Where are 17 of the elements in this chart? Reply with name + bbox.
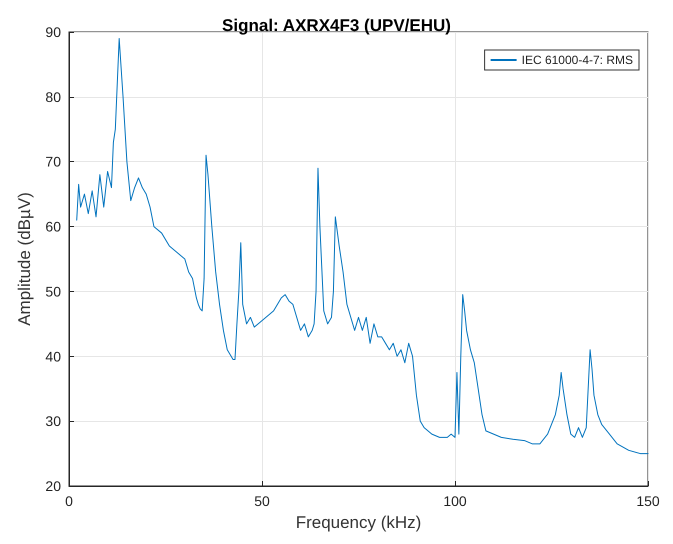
y-tick-label: 30 <box>45 413 62 430</box>
y-tick-label: 40 <box>45 348 62 364</box>
y-tick-label: 20 <box>45 478 62 494</box>
x-tick-label: 0 <box>65 493 74 509</box>
legend-label: IEC 61000-4-7: RMS <box>522 53 634 67</box>
y-tick-label: 90 <box>45 24 62 40</box>
chart-title: Signal: AXRX4F3 (UPV/EHU) <box>222 16 451 35</box>
line-series <box>76 38 648 454</box>
x-tick-label: 50 <box>254 493 270 509</box>
y-tick-label: 80 <box>45 88 62 105</box>
y-tick-label: 70 <box>45 154 62 170</box>
y-tick-label: 60 <box>45 218 62 235</box>
x-axis-title: Frequency (kHz) <box>296 513 422 532</box>
x-tick-label: 100 <box>443 493 467 509</box>
y-axis-title: Amplitude (dBµV) <box>15 192 34 326</box>
y-tick-label: 50 <box>45 283 62 300</box>
x-tick-label: 150 <box>636 493 660 509</box>
